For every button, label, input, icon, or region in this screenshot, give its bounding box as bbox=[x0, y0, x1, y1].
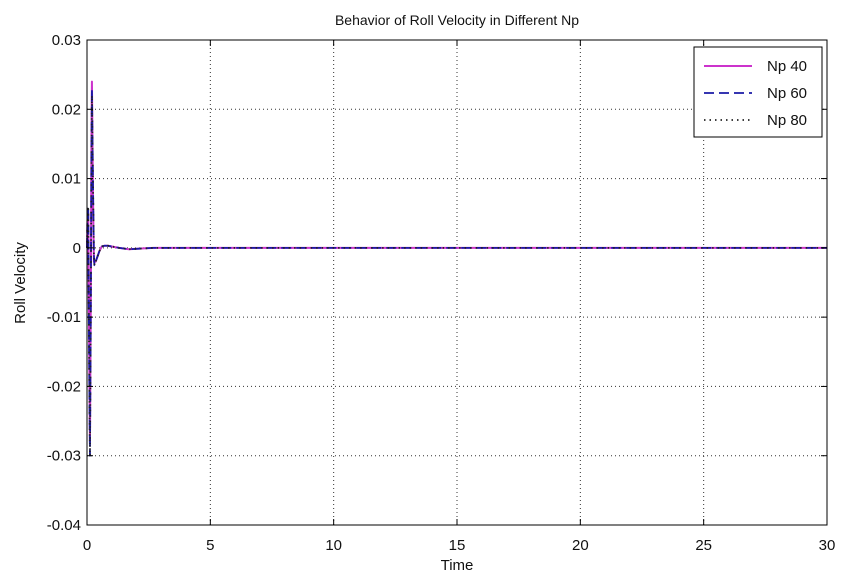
x-tick-label: 30 bbox=[819, 537, 836, 554]
x-axis-label: Time bbox=[441, 557, 474, 574]
y-tick-label: 0.03 bbox=[52, 32, 81, 49]
x-tick-label: 5 bbox=[206, 537, 214, 554]
x-tick-label: 10 bbox=[325, 537, 342, 554]
legend: Np 40 Np 60 Np 80 bbox=[693, 46, 823, 138]
y-tick-label: 0.02 bbox=[52, 101, 81, 118]
x-tick-label: 15 bbox=[449, 537, 466, 554]
x-tick-label: 0 bbox=[83, 537, 91, 554]
y-tick-label: -0.01 bbox=[47, 309, 81, 326]
y-tick-label: 0 bbox=[73, 240, 81, 257]
y-tick-label: -0.04 bbox=[47, 517, 81, 534]
x-tick-label: 20 bbox=[572, 537, 589, 554]
y-tick-label: -0.03 bbox=[47, 448, 81, 465]
ticks: 0 5 10 15 20 25 30 -0.04 -0.03 -0.02 -0.01 0 0.01 0.0… bbox=[47, 32, 836, 554]
y-tick-label: 0.01 bbox=[52, 171, 81, 188]
legend-label-1: Np 40 bbox=[767, 58, 807, 75]
legend-label-2: Np 60 bbox=[767, 85, 807, 102]
chart-title: Behavior of Roll Velocity in Different N… bbox=[335, 12, 579, 28]
x-tick-label: 25 bbox=[695, 537, 712, 554]
legend-label-3: Np 80 bbox=[767, 112, 807, 129]
series-line-3 bbox=[86, 94, 827, 457]
y-tick-label: -0.02 bbox=[47, 378, 81, 395]
legend-box bbox=[693, 46, 823, 138]
y-axis-label: Roll Velocity bbox=[12, 242, 29, 324]
